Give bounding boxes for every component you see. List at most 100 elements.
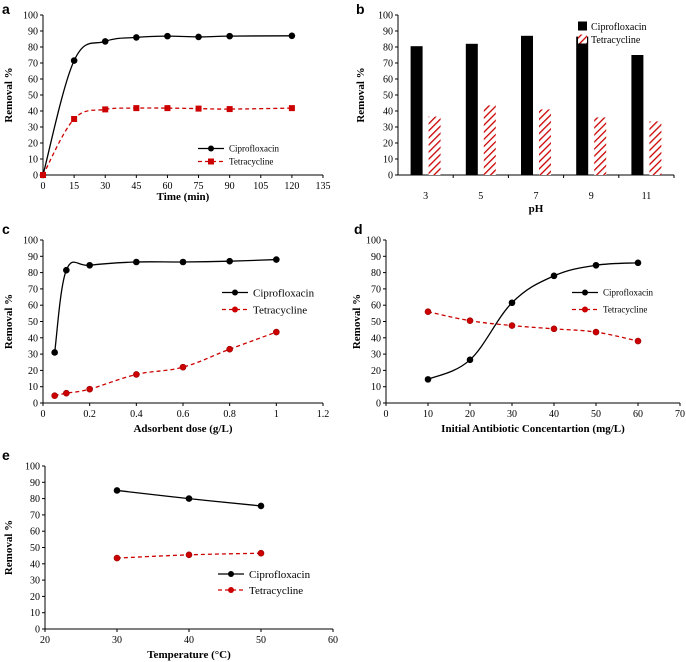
- series-line-tetracycline: [427, 311, 639, 342]
- y-tick-label: 30: [371, 350, 381, 361]
- x-tick-label: 70: [675, 409, 685, 420]
- x-tick-label: 0: [41, 409, 46, 420]
- data-point-ciprofloxacin: [288, 32, 296, 40]
- x-axis-label-c: Adsorbent dose (g/L): [133, 423, 232, 435]
- x-tick-label: 5: [478, 191, 483, 202]
- data-point-tetracycline: [466, 317, 474, 324]
- x-tick-label: 50: [256, 635, 266, 646]
- x-axis-label-e: Temperature (°C): [147, 649, 231, 661]
- x-tick-label: 0: [384, 409, 389, 420]
- data-point-tetracycline: [508, 322, 516, 329]
- y-tick-label: 50: [371, 317, 381, 328]
- panel-label-e: e: [2, 447, 10, 463]
- data-point-tetracycline: [257, 549, 265, 557]
- data-point-tetracycline: [226, 345, 233, 353]
- y-tick-label: 80: [28, 268, 38, 279]
- y-tick-label: 70: [371, 284, 381, 295]
- y-tick-label: 10: [28, 382, 38, 393]
- data-point-tetracycline: [63, 389, 70, 397]
- y-tick-label: 60: [371, 301, 381, 312]
- data-point-ciprofloxacin: [101, 38, 109, 45]
- x-tick-label: 50: [591, 409, 601, 420]
- y-tick-label: 20: [28, 366, 38, 377]
- y-tick-label: 80: [371, 268, 381, 279]
- data-point-tetracycline: [113, 554, 121, 562]
- y-tick-label: 50: [30, 543, 40, 554]
- y-tick-label: 0: [376, 399, 381, 410]
- bar-ciprofloxacin: [465, 43, 478, 175]
- x-tick-label: 9: [589, 191, 594, 202]
- data-point-tetracycline: [592, 328, 600, 336]
- panel-label-b: b: [356, 1, 365, 17]
- y-tick-label: 0: [33, 171, 38, 182]
- y-tick-label: 90: [30, 478, 40, 489]
- legend-label-tetracycline: Tetracycline: [253, 304, 307, 316]
- data-point-ciprofloxacin: [63, 266, 70, 274]
- legend-marker: [582, 289, 588, 296]
- y-tick-label: 60: [30, 527, 40, 538]
- x-tick-label: 60: [633, 409, 643, 420]
- y-tick-label: 80: [28, 43, 38, 54]
- y-tick-label: 50: [28, 91, 38, 102]
- x-tick-label: 7: [534, 191, 539, 202]
- legend-label-ciprofloxacin: Ciprofloxacin: [603, 288, 653, 298]
- bar-tetracycline: [539, 109, 551, 175]
- y-axis-label-d: Removal %: [351, 294, 363, 349]
- y-axis-label-e: Removal %: [3, 520, 15, 575]
- y-tick-label: 100: [366, 236, 381, 247]
- y-tick-label: 60: [28, 75, 38, 86]
- x-tick-label: 0.8: [223, 409, 236, 420]
- bar-ciprofloxacin: [576, 36, 589, 175]
- x-tick-label: 20: [40, 635, 50, 646]
- legend-marker: [582, 306, 588, 313]
- x-tick-label: 40: [184, 635, 194, 646]
- data-point-tetracycline: [226, 106, 233, 113]
- data-point-ciprofloxacin: [179, 258, 187, 266]
- y-tick-label: 0: [388, 171, 393, 182]
- data-point-ciprofloxacin: [550, 272, 558, 280]
- x-tick-label: 15: [69, 181, 79, 192]
- y-tick-label: 70: [28, 284, 38, 295]
- legend-label-ciprofloxacin: Ciprofloxacin: [591, 22, 647, 33]
- data-point-tetracycline: [550, 325, 558, 333]
- x-axis-label-d: Initial Antibiotic Concentartion (mg/L): [441, 423, 625, 435]
- legend-label-tetracycline: Tetracycline: [249, 585, 303, 597]
- legend-marker: [232, 306, 238, 313]
- x-tick-label: 75: [194, 181, 204, 192]
- panel-c: c 0 10 20 30 40 50 60 70 80 90 100 0 0.2 0.4 0.6 0.8 1 1.2…: [2, 221, 329, 435]
- data-point-ciprofloxacin: [273, 256, 280, 263]
- bar-ciprofloxacin: [521, 35, 533, 175]
- x-tick-label: 0.4: [130, 409, 143, 420]
- y-tick-label: 100: [23, 236, 38, 247]
- y-tick-label: 80: [383, 43, 393, 54]
- series-line-tetracycline: [54, 331, 277, 397]
- data-point-ciprofloxacin: [592, 261, 600, 269]
- y-tick-label: 50: [28, 317, 38, 328]
- panel-e: e 0 10 20 30 40 50 60 70 80 90 100 20 30 40 50 60 Tempera…: [2, 447, 338, 661]
- x-tick-label: 105: [253, 181, 268, 192]
- legend-marker: [208, 145, 214, 152]
- x-tick-label: 11: [642, 191, 652, 202]
- data-point-tetracycline: [86, 385, 93, 393]
- data-point-tetracycline: [185, 551, 193, 559]
- data-point-ciprofloxacin: [424, 376, 432, 383]
- y-tick-label: 0: [35, 625, 40, 636]
- legend-marker: [228, 587, 234, 593]
- data-point-ciprofloxacin: [226, 32, 233, 40]
- series-line-ciprofloxacin: [54, 258, 277, 353]
- x-tick-label: 40: [549, 409, 559, 420]
- y-tick-label: 30: [383, 123, 393, 134]
- legend-label-ciprofloxacin: Ciprofloxacin: [253, 287, 315, 299]
- y-tick-label: 90: [28, 252, 38, 263]
- y-tick-label: 20: [28, 139, 38, 150]
- y-tick-label: 30: [30, 576, 40, 587]
- y-tick-label: 50: [383, 91, 393, 102]
- legend-swatch: [578, 21, 587, 31]
- y-tick-label: 90: [371, 252, 381, 263]
- x-tick-label: 120: [284, 181, 299, 192]
- bar-tetracycline: [594, 117, 607, 175]
- data-point-tetracycline: [40, 172, 46, 178]
- y-tick-label: 80: [30, 494, 40, 505]
- y-tick-label: 70: [383, 59, 393, 70]
